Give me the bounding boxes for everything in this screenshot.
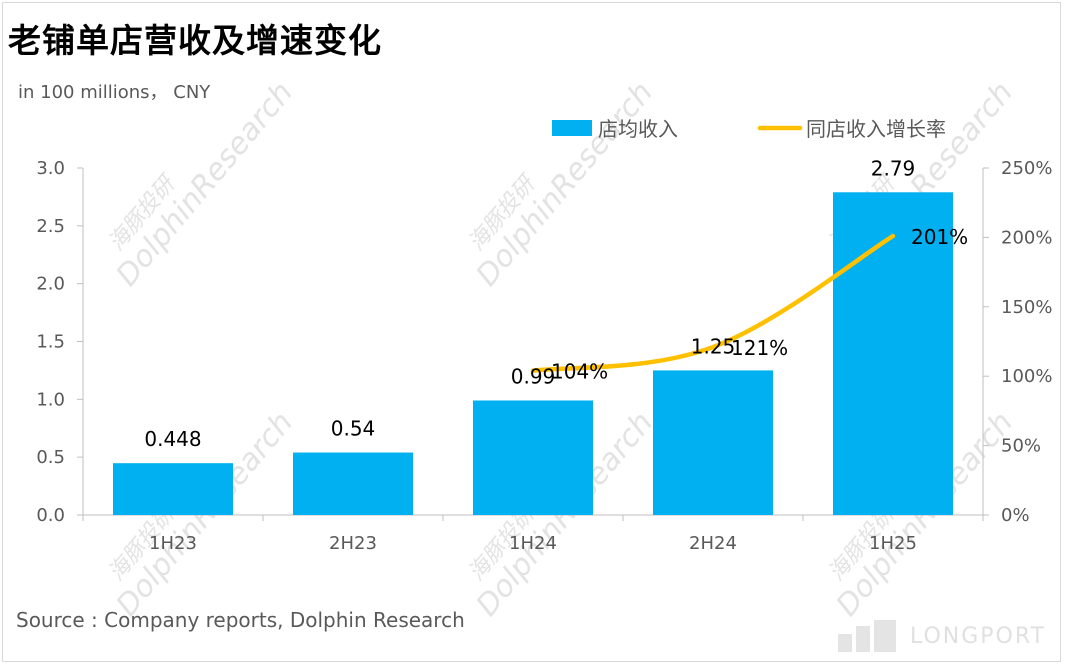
axes: 0.0 0.5 1.0 1.5 2.0 2.5 3.0 0% 50% 100% 150% 200% 25…	[36, 158, 1052, 554]
bar-value-label: 2.79	[871, 156, 916, 180]
bar-value-label: 1.25	[691, 334, 736, 358]
brand-mark-icon	[838, 620, 896, 652]
x-tick-label: 1H23	[149, 533, 197, 554]
bar-series	[113, 192, 953, 516]
y-right-tick-label: 150%	[1001, 297, 1052, 318]
bar-value-label: 0.448	[144, 427, 201, 451]
bar	[113, 463, 233, 515]
legend: 店均收入 同店收入增长率	[552, 117, 946, 141]
y-left-tick-label: 1.5	[36, 332, 65, 353]
bar-value-label: 0.99	[511, 364, 556, 388]
line-series	[530, 233, 896, 373]
data-labels: 0.448 0.54 0.99 1.25 2.79 104% 121% 201%	[144, 156, 968, 451]
y-left-tick-label: 3.0	[36, 158, 65, 179]
x-tick-label: 2H23	[329, 533, 377, 554]
bar	[833, 192, 953, 516]
line-value-label: 104%	[551, 360, 608, 384]
x-tick-label: 2H24	[689, 533, 737, 554]
line-value-label: 201%	[911, 225, 968, 249]
x-tick-label: 1H24	[509, 533, 557, 554]
growth-line	[530, 233, 896, 373]
bar	[653, 370, 773, 515]
watermark-en: DolphinResearch	[470, 75, 661, 293]
bar	[293, 452, 413, 515]
y-left-tick-label: 2.0	[36, 274, 65, 295]
y-left-tick-label: 2.5	[36, 216, 65, 237]
y-right-tick-label: 200%	[1001, 227, 1052, 248]
line-value-label: 121%	[731, 336, 788, 360]
bar	[473, 400, 593, 515]
y-left-tick-label: 0.0	[36, 505, 65, 526]
legend-bar-label: 店均收入	[598, 117, 678, 141]
y-left-tick-label: 0.5	[36, 447, 65, 468]
chart-title: 老铺单店营收及增速变化	[8, 21, 382, 60]
bar-value-label: 0.54	[331, 417, 376, 441]
unit-label: in 100 millions， CNY	[18, 82, 211, 103]
brand-name: LONGPORT	[910, 623, 1047, 649]
legend-bar-swatch	[552, 120, 592, 136]
y-right-tick-label: 50%	[1001, 436, 1041, 457]
source-note: Source : Company reports, Dolphin Resear…	[16, 608, 465, 632]
y-left-tick-label: 1.0	[36, 389, 65, 410]
y-right-tick-label: 0%	[1001, 505, 1030, 526]
y-right-tick-label: 100%	[1001, 366, 1052, 387]
brand-logo: LONGPORT	[838, 620, 1046, 652]
y-right-tick-label: 250%	[1001, 158, 1052, 179]
watermark-en: DolphinResearch	[110, 75, 301, 293]
x-tick-label: 1H25	[869, 533, 917, 554]
legend-line-label: 同店收入增长率	[806, 117, 946, 141]
